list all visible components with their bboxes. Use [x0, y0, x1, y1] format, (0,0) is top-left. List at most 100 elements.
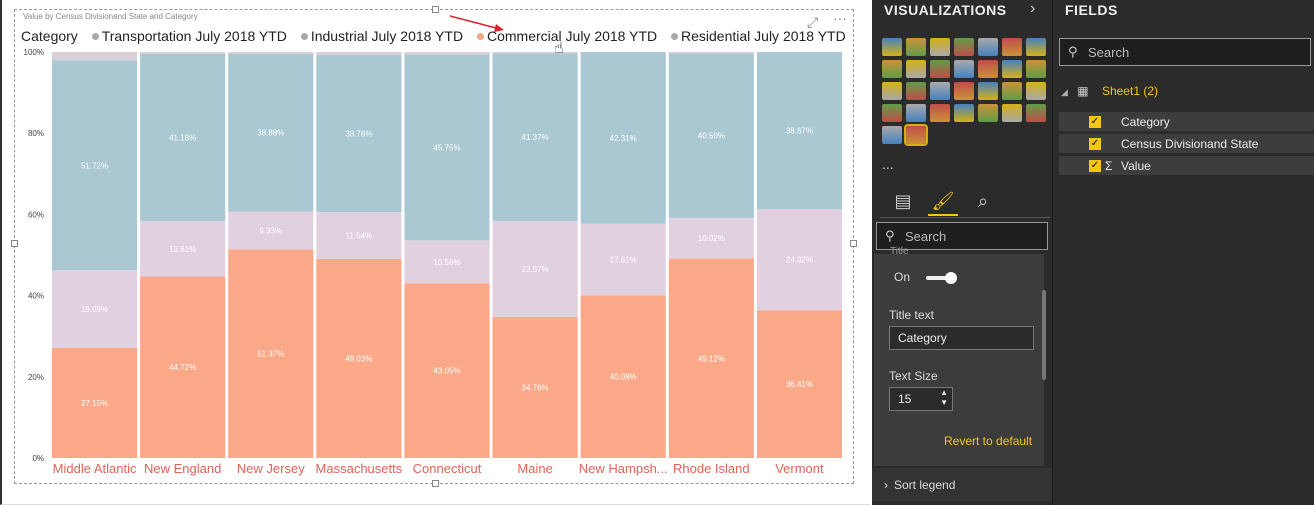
table-icon[interactable]	[978, 104, 998, 122]
bar-segment[interactable]	[580, 295, 666, 458]
bar-segment[interactable]	[52, 270, 138, 348]
area-icon[interactable]	[882, 60, 902, 78]
funnel-icon[interactable]	[1002, 82, 1022, 100]
bar-segment[interactable]	[492, 53, 578, 222]
bar-segment[interactable]	[404, 54, 490, 241]
checkbox-checked[interactable]: ✓	[1089, 116, 1101, 128]
fields-search-input[interactable]: ⚲ Search	[1059, 38, 1311, 66]
resize-handle[interactable]	[850, 240, 857, 247]
sort-legend-section[interactable]: › Sort legend	[872, 468, 1052, 501]
card-icon[interactable]	[882, 104, 902, 122]
title-text-input[interactable]: Category	[889, 326, 1034, 350]
revert-to-default-link[interactable]: Revert to default	[944, 434, 1033, 448]
globe-icon[interactable]	[882, 126, 902, 144]
focus-mode-icon[interactable]: ⤢	[807, 14, 819, 30]
legend-item-transportation[interactable]: Transportation July 2018 YTD	[91, 28, 287, 44]
stacked-area-icon[interactable]	[906, 60, 926, 78]
format-scrollbar[interactable]	[1042, 290, 1046, 380]
bar-segment[interactable]	[756, 310, 842, 458]
ribbon-icon[interactable]	[978, 60, 998, 78]
format-tab-icon[interactable]: 🖌	[928, 186, 958, 216]
more-visuals-icon[interactable]: ...	[882, 156, 894, 172]
bar-segment[interactable]	[316, 52, 402, 55]
clustered-column-icon[interactable]	[954, 38, 974, 56]
text-size-stepper[interactable]: 15 ▲ ▼	[889, 387, 953, 411]
data-label: 10.56%	[433, 258, 460, 267]
legend-item-industrial[interactable]: Industrial July 2018 YTD	[300, 28, 463, 44]
100-bar-icon[interactable]	[978, 38, 998, 56]
analytics-tab-icon[interactable]: ⌕	[977, 191, 989, 211]
field-row-category[interactable]: ✓ Category	[1059, 112, 1314, 132]
slicer-icon[interactable]	[954, 104, 974, 122]
fields-tab-icon[interactable]: ▤	[894, 191, 912, 211]
scatter-icon[interactable]	[1026, 60, 1046, 78]
bar-segment[interactable]	[316, 212, 402, 259]
collapse-icon[interactable]: ◢	[1061, 87, 1068, 97]
bar-segment[interactable]	[228, 52, 314, 54]
line-column-icon[interactable]	[930, 60, 950, 78]
line-clustered-icon[interactable]	[954, 60, 974, 78]
data-label: 40.08%	[610, 373, 637, 382]
resize-handle[interactable]	[432, 480, 439, 487]
checkbox-checked[interactable]: ✓	[1089, 160, 1101, 172]
bar-segment[interactable]	[140, 53, 226, 222]
waterfall-icon[interactable]	[1002, 60, 1022, 78]
bar-segment[interactable]	[668, 258, 754, 458]
legend-item-residential[interactable]: Residential July 2018 YTD	[671, 28, 846, 44]
field-row-value[interactable]: ✓ Σ Value	[1059, 156, 1314, 176]
stacked-bar-icon[interactable]	[882, 38, 902, 56]
stepper-arrows-icon[interactable]: ▲ ▼	[940, 388, 948, 407]
format-search-input[interactable]: ⚲ Search	[876, 222, 1048, 250]
bar-segment[interactable]	[52, 347, 138, 458]
100-column-icon[interactable]	[1002, 38, 1022, 56]
donut-icon[interactable]	[906, 82, 926, 100]
bar-segment[interactable]	[52, 60, 138, 271]
resize-handle[interactable]	[11, 240, 18, 247]
bar-segment[interactable]	[140, 52, 226, 54]
checkbox-checked[interactable]: ✓	[1089, 138, 1101, 150]
bar-segment[interactable]	[52, 52, 138, 61]
bar-segment[interactable]	[316, 258, 402, 458]
bar-segment[interactable]	[492, 316, 578, 458]
stacked-column-icon[interactable]	[906, 38, 926, 56]
bar-segment[interactable]	[404, 52, 490, 55]
bar-segment[interactable]	[140, 221, 226, 277]
bar-segment[interactable]	[668, 53, 754, 218]
bar-segment[interactable]	[668, 217, 754, 259]
legend-item-commercial[interactable]: Commercial July 2018 YTD	[476, 28, 657, 44]
resize-handle[interactable]	[432, 6, 439, 13]
bar-segment[interactable]	[756, 52, 842, 210]
custom-visual-icon[interactable]	[904, 124, 928, 146]
bar-segment[interactable]	[404, 283, 490, 458]
map-icon[interactable]	[954, 82, 974, 100]
data-label: 42.31%	[610, 134, 637, 143]
more-options-icon[interactable]: ···	[833, 10, 847, 26]
multirow-card-icon[interactable]	[906, 104, 926, 122]
bar-segment[interactable]	[140, 276, 226, 458]
pie-icon[interactable]	[882, 82, 902, 100]
table-node[interactable]: ◢ ▦ Sheet1 (2)	[1061, 84, 1158, 98]
bar-segment[interactable]	[756, 209, 842, 311]
chevron-right-icon[interactable]: ›	[1030, 0, 1036, 17]
treemap-icon[interactable]	[930, 82, 950, 100]
kpi-icon[interactable]	[930, 104, 950, 122]
r-visual-icon[interactable]	[1026, 104, 1046, 122]
bar-segment[interactable]	[404, 240, 490, 284]
matrix-icon[interactable]	[1002, 104, 1022, 122]
bar-segment[interactable]	[316, 54, 402, 213]
bar-segment[interactable]	[580, 52, 666, 224]
bar-segment[interactable]	[228, 53, 314, 212]
title-toggle[interactable]	[926, 272, 957, 284]
bar-segment[interactable]	[492, 52, 578, 54]
gauge-icon[interactable]	[1026, 82, 1046, 100]
field-row-census-division[interactable]: ✓ Census Divisionand State	[1059, 134, 1314, 154]
filled-map-icon[interactable]	[978, 82, 998, 100]
bar-segment[interactable]	[492, 221, 578, 317]
bar-segment[interactable]	[580, 223, 666, 296]
bar-segment[interactable]	[228, 211, 314, 250]
clustered-bar-icon[interactable]	[930, 38, 950, 56]
line-icon[interactable]	[1026, 38, 1046, 56]
bar-segment[interactable]	[668, 52, 754, 54]
stacked-column-visual[interactable]: Value by Census Divisionand State and Ca…	[14, 9, 854, 484]
bar-segment[interactable]	[228, 249, 314, 458]
